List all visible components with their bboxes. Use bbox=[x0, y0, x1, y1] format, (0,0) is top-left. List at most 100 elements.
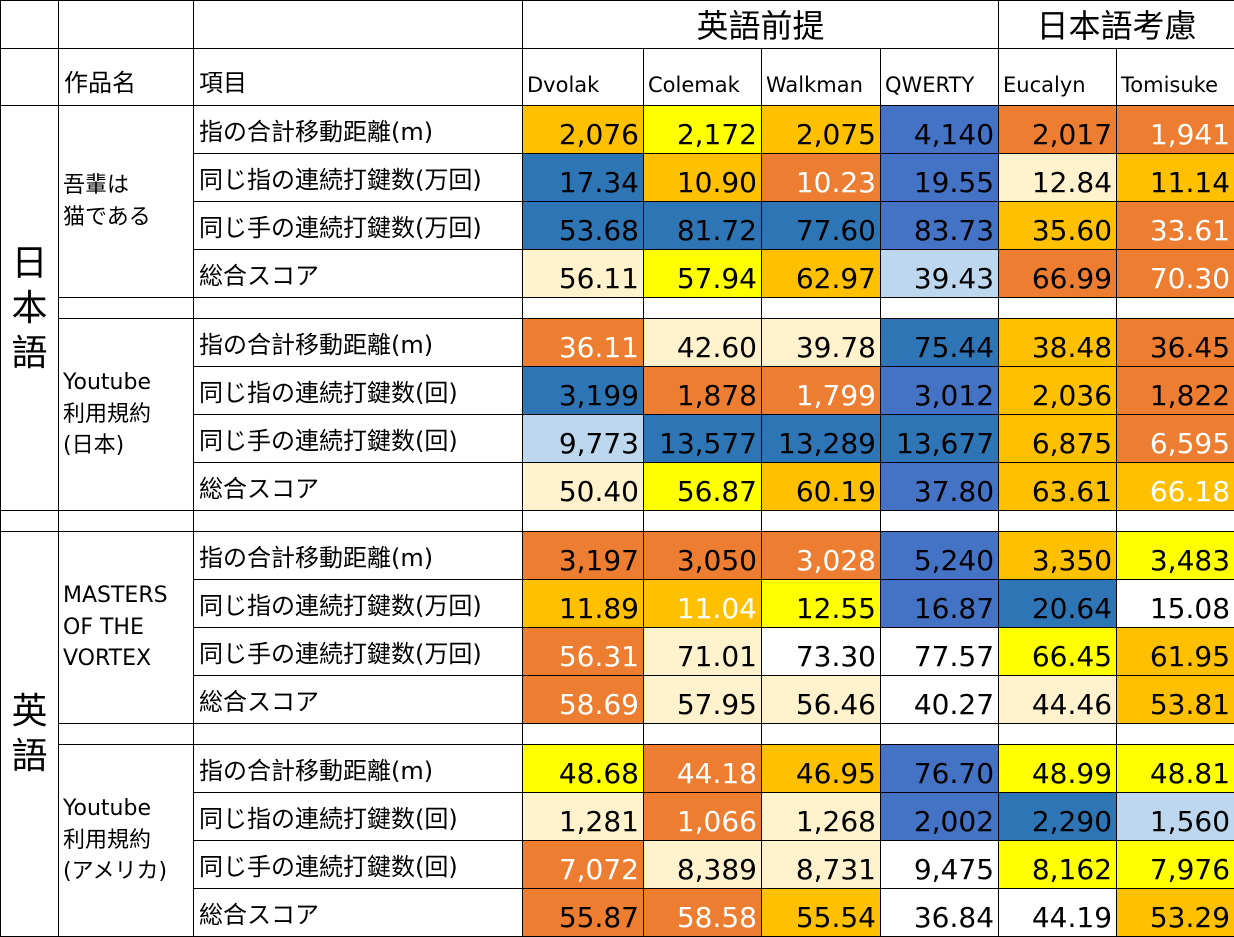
spacer-cell bbox=[881, 511, 999, 532]
metric-label: 総合スコア bbox=[194, 676, 523, 724]
group-english-premise: 英語前提 bbox=[523, 1, 999, 49]
metric-value-walkman: 60.19 bbox=[762, 463, 881, 511]
spacer-cell bbox=[1117, 298, 1234, 319]
metric-value-eucalyn: 35.60 bbox=[999, 202, 1117, 250]
spacer-cell bbox=[999, 724, 1117, 745]
spacer-cell bbox=[523, 298, 644, 319]
metric-label: 指の合計移動距離(m) bbox=[194, 319, 523, 367]
metric-value-eucalyn: 63.61 bbox=[999, 463, 1117, 511]
metric-value-walkman: 13,289 bbox=[762, 415, 881, 463]
metric-value-dvolak: 11.89 bbox=[523, 580, 644, 628]
metric-value-tomisuke: 11.14 bbox=[1117, 154, 1234, 202]
metric-value-eucalyn: 6,875 bbox=[999, 415, 1117, 463]
metric-value-walkman: 10.23 bbox=[762, 154, 881, 202]
metric-value-dvolak: 56.31 bbox=[523, 628, 644, 676]
work-title-line: 吾輩は bbox=[63, 170, 193, 202]
metric-value-qwerty: 5,240 bbox=[881, 532, 999, 580]
metric-label: 同じ手の連続打鍵数(万回) bbox=[194, 202, 523, 250]
metric-label: 総合スコア bbox=[194, 889, 523, 937]
work-column-header: 作品名 bbox=[59, 49, 194, 106]
metric-value-colemak: 57.94 bbox=[644, 250, 762, 298]
work-title-line: Youtube bbox=[63, 793, 193, 825]
metric-value-qwerty: 37.80 bbox=[881, 463, 999, 511]
metric-value-walkman: 2,075 bbox=[762, 106, 881, 154]
metric-value-colemak: 56.87 bbox=[644, 463, 762, 511]
metric-value-colemak: 3,050 bbox=[644, 532, 762, 580]
metric-value-colemak: 58.58 bbox=[644, 889, 762, 937]
item-column-header: 項目 bbox=[194, 49, 523, 106]
spacer-cell bbox=[762, 724, 881, 745]
layout-header-tomisuke: Tomisuke bbox=[1117, 49, 1234, 106]
metric-value-tomisuke: 53.81 bbox=[1117, 676, 1234, 724]
metric-value-walkman: 39.78 bbox=[762, 319, 881, 367]
metric-value-colemak: 44.18 bbox=[644, 745, 762, 793]
metric-value-colemak: 1,066 bbox=[644, 793, 762, 841]
metric-value-dvolak: 55.87 bbox=[523, 889, 644, 937]
metric-value-qwerty: 4,140 bbox=[881, 106, 999, 154]
metric-value-tomisuke: 6,595 bbox=[1117, 415, 1234, 463]
metric-value-walkman: 46.95 bbox=[762, 745, 881, 793]
metric-label: 同じ手の連続打鍵数(回) bbox=[194, 415, 523, 463]
metric-value-colemak: 2,172 bbox=[644, 106, 762, 154]
metric-value-tomisuke: 70.30 bbox=[1117, 250, 1234, 298]
metric-value-colemak: 8,389 bbox=[644, 841, 762, 889]
metric-value-dvolak: 50.40 bbox=[523, 463, 644, 511]
spacer-cell bbox=[59, 298, 194, 319]
metric-value-dvolak: 1,281 bbox=[523, 793, 644, 841]
metric-value-walkman: 62.97 bbox=[762, 250, 881, 298]
metric-value-eucalyn: 38.48 bbox=[999, 319, 1117, 367]
metric-value-tomisuke: 7,976 bbox=[1117, 841, 1234, 889]
work-title-line: (日本) bbox=[63, 430, 193, 462]
spacer-cell bbox=[762, 511, 881, 532]
metric-value-dvolak: 9,773 bbox=[523, 415, 644, 463]
metric-value-eucalyn: 2,290 bbox=[999, 793, 1117, 841]
metric-value-walkman: 8,731 bbox=[762, 841, 881, 889]
metric-value-qwerty: 3,012 bbox=[881, 367, 999, 415]
metric-value-tomisuke: 53.29 bbox=[1117, 889, 1234, 937]
work-title: 吾輩は猫である bbox=[59, 106, 194, 298]
metric-label: 同じ指の連続打鍵数(回) bbox=[194, 367, 523, 415]
metric-value-qwerty: 36.84 bbox=[881, 889, 999, 937]
layout-header-colemak: Colemak bbox=[644, 49, 762, 106]
spacer-cell bbox=[523, 724, 644, 745]
work-title-line: 利用規約 bbox=[63, 399, 193, 431]
metric-value-eucalyn: 66.45 bbox=[999, 628, 1117, 676]
work-title-line: 猫である bbox=[63, 202, 193, 234]
metric-value-eucalyn: 2,017 bbox=[999, 106, 1117, 154]
language-label-japanese: 日本語 bbox=[1, 106, 59, 511]
metric-value-tomisuke: 1,560 bbox=[1117, 793, 1234, 841]
metric-value-walkman: 12.55 bbox=[762, 580, 881, 628]
metric-value-dvolak: 3,199 bbox=[523, 367, 644, 415]
metric-value-dvolak: 48.68 bbox=[523, 745, 644, 793]
group-japanese-considered: 日本語考慮 bbox=[999, 1, 1234, 49]
spacer-cell bbox=[194, 298, 523, 319]
metric-value-eucalyn: 44.19 bbox=[999, 889, 1117, 937]
spacer-cell bbox=[1117, 511, 1234, 532]
spacer-cell bbox=[881, 298, 999, 319]
spacer-row bbox=[1, 298, 1234, 319]
language-label-english: 英語 bbox=[1, 532, 59, 937]
layout-header-walkman: Walkman bbox=[762, 49, 881, 106]
metric-value-walkman: 56.46 bbox=[762, 676, 881, 724]
spacer-cell bbox=[999, 511, 1117, 532]
metric-value-eucalyn: 66.99 bbox=[999, 250, 1117, 298]
spacer-cell bbox=[999, 298, 1117, 319]
metric-value-tomisuke: 15.08 bbox=[1117, 580, 1234, 628]
metric-label: 同じ指の連続打鍵数(万回) bbox=[194, 154, 523, 202]
metric-label: 指の合計移動距離(m) bbox=[194, 106, 523, 154]
spacer-cell bbox=[881, 724, 999, 745]
metric-value-dvolak: 56.11 bbox=[523, 250, 644, 298]
work-title-line: VORTEX bbox=[63, 643, 193, 675]
metric-label: 指の合計移動距離(m) bbox=[194, 745, 523, 793]
metric-value-tomisuke: 1,822 bbox=[1117, 367, 1234, 415]
metric-value-colemak: 11.04 bbox=[644, 580, 762, 628]
metric-value-tomisuke: 36.45 bbox=[1117, 319, 1234, 367]
metric-value-dvolak: 58.69 bbox=[523, 676, 644, 724]
metric-value-walkman: 1,268 bbox=[762, 793, 881, 841]
